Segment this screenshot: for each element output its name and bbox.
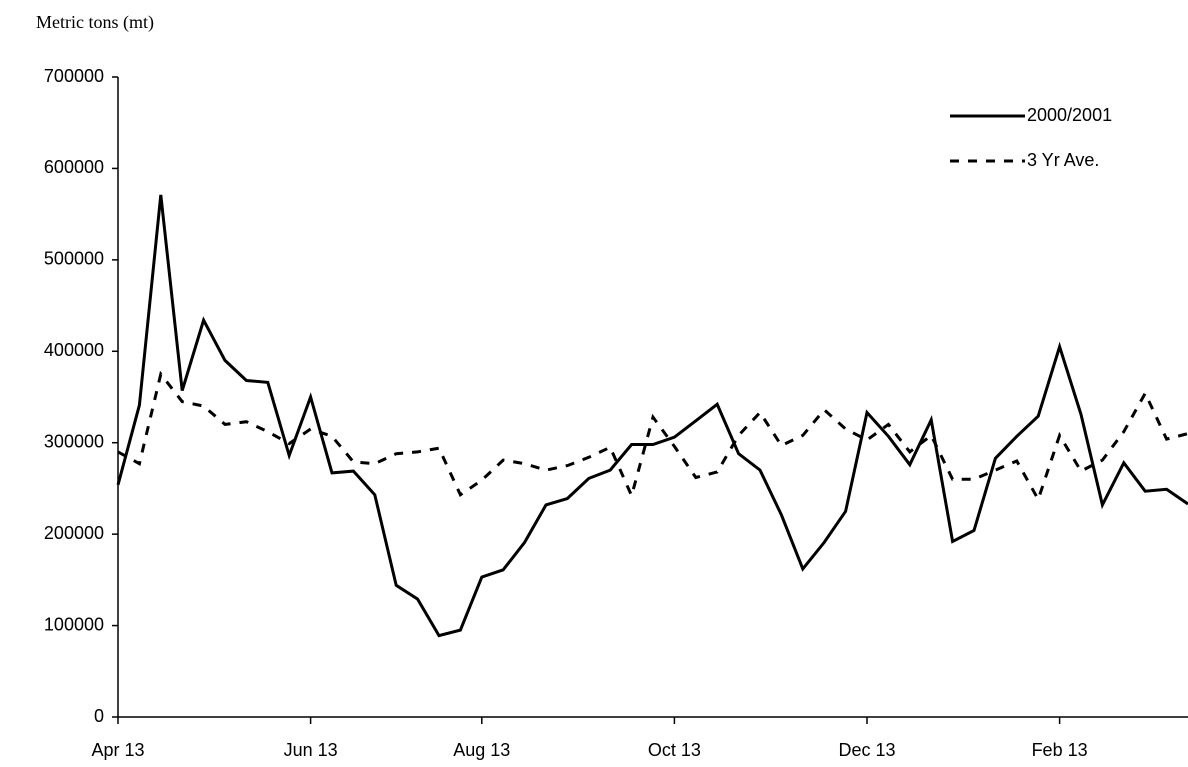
series-line	[117, 370, 1188, 504]
y-tick-label: 500000	[44, 249, 104, 269]
y-tick-label: 700000	[44, 66, 104, 86]
y-tick-label: 0	[94, 706, 104, 726]
x-tick-label: Dec 13	[838, 740, 895, 760]
y-tick-label: 300000	[44, 431, 104, 451]
legend-label: 3 Yr Ave.	[1027, 150, 1099, 170]
y-tick-label: 100000	[44, 614, 104, 634]
y-tick-label: 600000	[44, 157, 104, 177]
x-tick-label: Aug 13	[453, 740, 510, 760]
x-tick-label: Apr 13	[91, 740, 144, 760]
y-tick-label: 400000	[44, 340, 104, 360]
x-tick-label: Feb 13	[1032, 740, 1088, 760]
x-tick-label: Jun 13	[284, 740, 338, 760]
y-tick-label: 200000	[44, 523, 104, 543]
y-axis-label: Metric tons (mt)	[36, 12, 154, 33]
series-line	[116, 194, 1188, 638]
legend-label: 2000/2001	[1027, 105, 1112, 125]
x-tick-label: Oct 13	[648, 740, 701, 760]
